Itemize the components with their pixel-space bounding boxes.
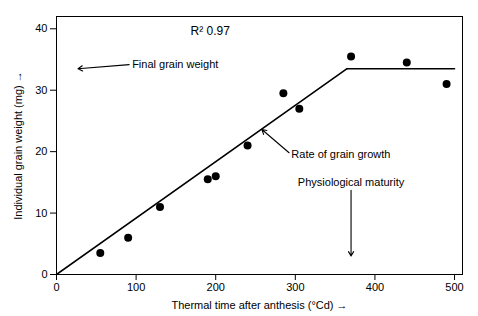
svg-text:10: 10 (35, 207, 47, 219)
svg-text:Final grain weight: Final grain weight (132, 58, 218, 70)
svg-text:30: 30 (35, 84, 47, 96)
svg-text:Physiological maturity: Physiological maturity (298, 176, 405, 188)
svg-text:0: 0 (53, 281, 59, 293)
svg-text:20: 20 (35, 145, 47, 157)
svg-text:500: 500 (445, 281, 463, 293)
svg-text:200: 200 (207, 281, 225, 293)
svg-text:300: 300 (286, 281, 304, 293)
svg-text:Thermal time after anthesis (°: Thermal time after anthesis (°Cd) → (171, 299, 347, 311)
svg-text:100: 100 (127, 281, 145, 293)
svg-text:400: 400 (366, 281, 384, 293)
svg-text:Rate of grain growth: Rate of grain growth (291, 148, 390, 160)
svg-text:40: 40 (35, 22, 47, 34)
svg-text:Individual grain weight (mg) →: Individual grain weight (mg) → (12, 71, 24, 220)
svg-text:0: 0 (41, 268, 47, 280)
svg-text:R² 0.97: R² 0.97 (190, 24, 230, 38)
